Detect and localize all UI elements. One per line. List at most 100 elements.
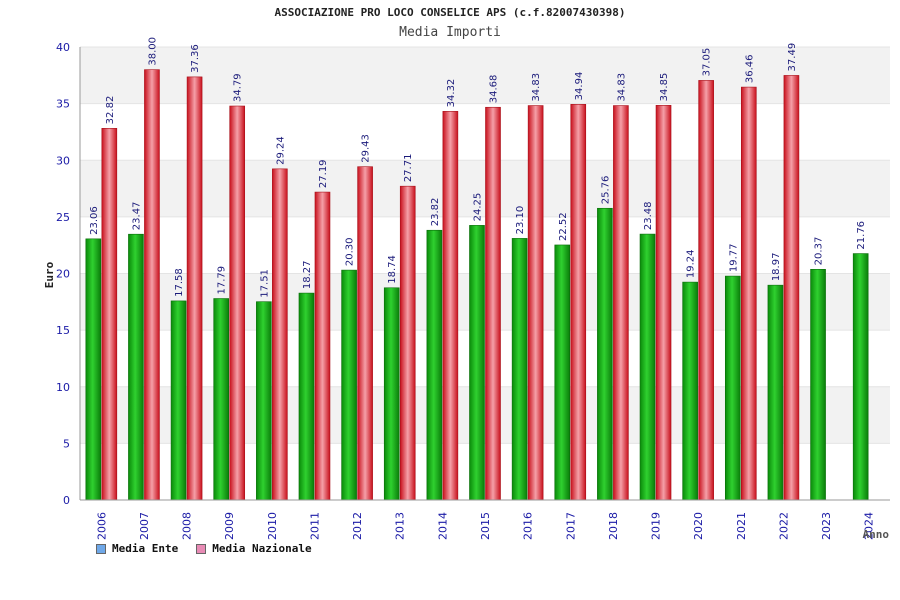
y-tick-label: 5 xyxy=(63,437,70,450)
data-label: 29.43 xyxy=(361,134,372,163)
y-tick-label: 10 xyxy=(56,381,70,394)
bar-media-ente xyxy=(511,238,528,501)
bar-media-ente xyxy=(810,269,826,501)
y-tick-label: 30 xyxy=(56,154,70,167)
bar-media-nazionale xyxy=(229,105,246,501)
data-label: 37.49 xyxy=(787,43,798,72)
y-axis-label: Euro xyxy=(43,261,56,288)
x-tick-label: 2007 xyxy=(138,512,151,540)
data-label: 23.47 xyxy=(131,202,142,231)
bar-media-ente xyxy=(554,244,571,501)
bar-media-ente xyxy=(85,238,102,501)
x-tick-label: 2015 xyxy=(479,512,492,540)
bar-media-nazionale xyxy=(655,105,672,501)
data-label: 34.79 xyxy=(233,73,244,102)
data-label: 38.00 xyxy=(147,37,158,66)
x-tick-label: 2024 xyxy=(863,512,876,540)
data-label: 21.76 xyxy=(856,221,867,250)
data-label: 37.05 xyxy=(702,48,713,77)
x-tick-label: 2018 xyxy=(607,512,620,540)
data-label: 23.82 xyxy=(430,198,441,227)
x-tick-label: 2016 xyxy=(522,512,535,540)
data-label: 34.85 xyxy=(659,73,670,102)
bar-media-ente xyxy=(341,269,357,501)
bar-media-ente xyxy=(298,292,315,501)
data-label: 27.71 xyxy=(403,154,414,183)
data-label: 32.82 xyxy=(105,96,116,125)
legend-swatch-nazionale xyxy=(196,543,207,554)
data-label: 34.68 xyxy=(489,75,500,104)
bar-media-nazionale xyxy=(357,166,373,501)
bar-media-nazionale xyxy=(399,185,416,501)
data-label: 19.24 xyxy=(686,249,697,278)
x-tick-label: 2010 xyxy=(266,512,279,540)
bar-media-nazionale xyxy=(570,104,587,501)
bar-media-ente xyxy=(128,233,144,501)
y-tick-label: 35 xyxy=(56,98,70,111)
bar-media-nazionale xyxy=(101,128,118,501)
bar-media-nazionale xyxy=(783,75,800,501)
bar-media-ente xyxy=(256,301,272,501)
bar-media-ente xyxy=(383,287,400,501)
x-tick-label: 2014 xyxy=(436,512,449,540)
legend-item-nazionale: Media Nazionale xyxy=(196,542,312,555)
data-label: 34.83 xyxy=(531,73,542,102)
x-tick-label: 2013 xyxy=(394,512,407,540)
y-tick-label: 25 xyxy=(56,211,70,224)
x-tick-label: 2020 xyxy=(692,512,705,540)
data-label: 18.97 xyxy=(771,253,782,282)
bar-media-nazionale xyxy=(698,80,714,501)
legend-label-nazionale: Media Nazionale xyxy=(212,542,312,555)
y-tick-label: 15 xyxy=(56,324,70,337)
x-tick-label: 2011 xyxy=(308,512,321,540)
bar-media-ente xyxy=(682,281,698,501)
bar-media-nazionale xyxy=(272,168,288,501)
bar-media-nazionale xyxy=(442,111,459,501)
bar-media-ente xyxy=(469,225,485,501)
x-tick-label: 2008 xyxy=(181,512,194,540)
legend-label-ente: Media Ente xyxy=(112,542,179,555)
data-label: 34.83 xyxy=(616,73,627,102)
data-label: 17.58 xyxy=(174,268,185,297)
bar-media-nazionale xyxy=(186,76,203,501)
x-tick-label: 2017 xyxy=(564,512,577,540)
bar-media-ente xyxy=(597,207,613,501)
y-tick-label: 0 xyxy=(63,494,70,507)
y-tick-label: 20 xyxy=(56,268,70,281)
chart-title: ASSOCIAZIONE PRO LOCO CONSELICE APS (c.f… xyxy=(274,6,626,19)
data-label: 37.36 xyxy=(190,44,201,73)
bar-media-nazionale xyxy=(314,191,331,501)
bar-media-ente xyxy=(852,253,869,501)
data-label: 25.76 xyxy=(600,176,611,205)
x-tick-label: 2023 xyxy=(820,512,833,540)
data-label: 18.27 xyxy=(302,260,313,289)
x-tick-label: 2022 xyxy=(777,512,790,540)
axes-group xyxy=(79,47,890,501)
chart-subtitle: Media Importi xyxy=(399,25,501,40)
bar-media-ente xyxy=(724,275,741,501)
x-tick-label: 2019 xyxy=(650,512,663,540)
x-axis-label: Anno xyxy=(863,528,890,541)
data-label: 19.77 xyxy=(728,243,739,272)
legend-item-ente: Media Ente xyxy=(96,542,178,555)
x-tick-label: 2006 xyxy=(95,512,108,540)
data-label: 20.30 xyxy=(345,237,356,266)
data-label: 23.06 xyxy=(89,206,100,235)
legend-swatch-ente xyxy=(96,543,106,554)
data-label: 23.48 xyxy=(643,201,654,230)
data-label: 24.25 xyxy=(473,193,484,222)
data-label: 18.74 xyxy=(387,255,398,284)
bar-media-ente xyxy=(639,233,656,501)
data-label: 34.94 xyxy=(574,72,585,101)
x-tick-label: 2021 xyxy=(735,512,748,540)
labels-group: 23.06 32.82 2006 23.47 38.00 2007 17.58 37.36 20… xyxy=(43,37,889,541)
bar-media-ente xyxy=(170,300,187,501)
data-label: 23.10 xyxy=(515,206,526,235)
legend: Media Ente Media Nazionale xyxy=(96,542,312,555)
data-label: 17.51 xyxy=(259,269,270,298)
data-label: 27.19 xyxy=(318,159,329,188)
x-tick-label: 2009 xyxy=(223,512,236,540)
data-label: 22.52 xyxy=(558,212,569,241)
data-label: 29.24 xyxy=(275,136,286,165)
